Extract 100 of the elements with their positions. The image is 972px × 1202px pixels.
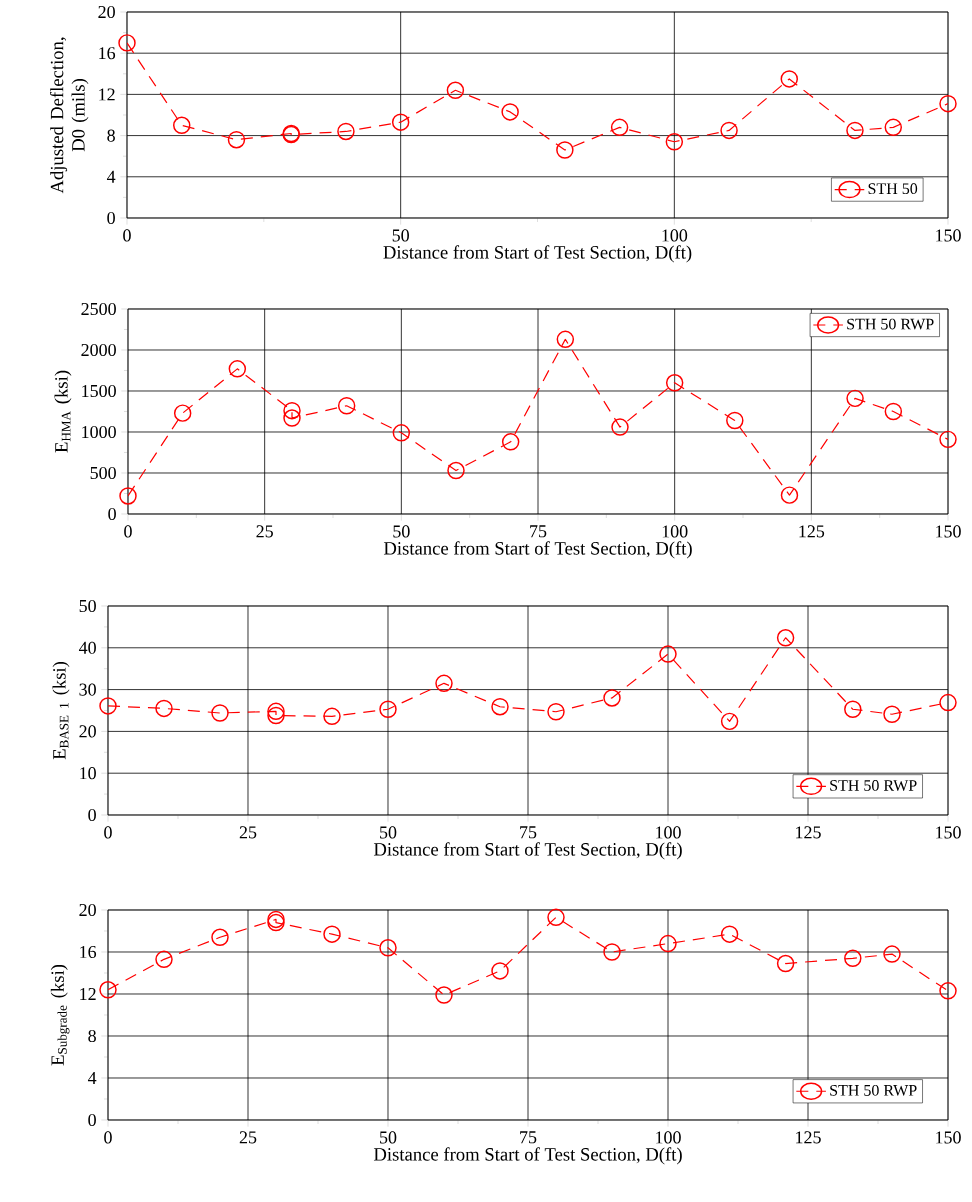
point xyxy=(610,118,629,137)
point xyxy=(392,424,411,442)
point xyxy=(491,962,509,980)
point xyxy=(720,712,739,731)
y-tick-label: 12 xyxy=(80,988,96,1000)
x-tick-label: 125 xyxy=(796,1131,821,1144)
x-tick-label: 50 xyxy=(380,1131,397,1144)
legend-label: STH 50 RWP xyxy=(830,780,917,791)
point xyxy=(501,433,520,451)
point xyxy=(379,939,397,957)
point xyxy=(391,113,410,131)
y-tick-label: 500 xyxy=(90,466,116,480)
point xyxy=(119,487,137,505)
point xyxy=(726,411,744,430)
point xyxy=(172,116,191,135)
point xyxy=(780,70,799,88)
point xyxy=(446,81,465,100)
y-tick-label: 0 xyxy=(107,211,115,225)
y-axis-title: E$_{HMA}$ (ksi) xyxy=(54,370,72,453)
point xyxy=(939,94,957,113)
point xyxy=(665,133,684,151)
x-tick-label: 25 xyxy=(256,525,273,538)
point xyxy=(211,928,229,947)
point xyxy=(267,702,285,721)
y-tick-label: 40 xyxy=(78,641,96,654)
x-tick-label: 75 xyxy=(520,1131,537,1144)
legend-label: STH 50 xyxy=(868,183,918,195)
point xyxy=(99,697,117,715)
point xyxy=(337,397,356,415)
point xyxy=(435,674,453,693)
point xyxy=(173,404,192,422)
x-tick-label: 125 xyxy=(796,826,821,839)
y-tick-label: 1500 xyxy=(82,384,116,398)
point xyxy=(228,360,247,378)
point xyxy=(211,704,229,722)
point xyxy=(491,697,509,716)
point xyxy=(844,700,862,718)
x-tick-label: 50 xyxy=(393,525,410,538)
point xyxy=(556,330,575,349)
y-tick-label: 20 xyxy=(98,5,115,19)
point xyxy=(337,122,355,141)
point xyxy=(447,461,465,480)
x-tick-label: 50 xyxy=(392,229,409,242)
x-tick-label: 150 xyxy=(936,525,961,538)
point xyxy=(556,141,574,159)
point xyxy=(776,954,795,973)
x-tick-label: 150 xyxy=(936,826,961,839)
x-axis-title: Distance from Start of Test Section, D(ft) xyxy=(373,1147,682,1165)
y-axis-title: Adjusted Deflection, D0 (mils) xyxy=(50,37,89,194)
x-tick-label: 75 xyxy=(530,525,547,538)
point xyxy=(780,486,799,504)
point xyxy=(883,705,901,723)
y-tick-label: 20 xyxy=(79,903,96,917)
point xyxy=(501,103,519,121)
point xyxy=(435,986,453,1004)
point xyxy=(665,374,684,392)
y-tick-label: 12 xyxy=(99,88,115,101)
point xyxy=(939,982,957,1000)
y-tick-label: 4 xyxy=(106,170,116,183)
y-tick-label: 50 xyxy=(79,599,96,613)
x-tick-label: 150 xyxy=(936,229,961,242)
y-tick-label: 4 xyxy=(87,1072,97,1084)
y-tick-label: 16 xyxy=(99,47,116,60)
point xyxy=(720,121,738,140)
x-axis-title: Distance from Start of Test Section, D(ft) xyxy=(383,541,692,559)
x-tick-label: 100 xyxy=(656,826,681,839)
y-axis-title: E$_{BASE 1}$ (ksi) xyxy=(52,661,70,760)
point xyxy=(883,945,901,963)
point xyxy=(659,934,677,953)
point xyxy=(659,645,677,663)
point xyxy=(283,409,301,427)
point xyxy=(283,401,301,420)
point xyxy=(603,943,621,961)
y-tick-label: 20 xyxy=(79,725,96,738)
y-tick-label: 2500 xyxy=(81,302,116,316)
point xyxy=(939,430,957,449)
point xyxy=(323,707,341,726)
x-tick-label: 100 xyxy=(662,229,688,242)
y-tick-label: 0 xyxy=(88,1113,96,1127)
x-tick-label: 150 xyxy=(936,1131,961,1144)
y-tick-label: 0 xyxy=(108,507,116,521)
x-tick-label: 25 xyxy=(239,1131,257,1144)
legend-label: STH 50 RWP xyxy=(847,318,934,330)
point xyxy=(323,925,341,943)
point xyxy=(99,981,117,999)
y-tick-label: 30 xyxy=(79,683,96,696)
y-tick-label: 0 xyxy=(88,808,96,822)
point xyxy=(118,34,136,52)
point xyxy=(846,389,864,408)
point xyxy=(379,700,397,718)
point xyxy=(939,693,957,712)
point xyxy=(155,699,173,718)
point xyxy=(155,950,173,969)
x-tick-label: 75 xyxy=(520,826,537,839)
point xyxy=(603,689,621,707)
y-tick-label: 8 xyxy=(107,129,115,142)
point xyxy=(267,706,285,725)
x-tick-label: 50 xyxy=(380,826,397,839)
y-tick-label: 1000 xyxy=(82,425,116,439)
point xyxy=(611,418,629,436)
